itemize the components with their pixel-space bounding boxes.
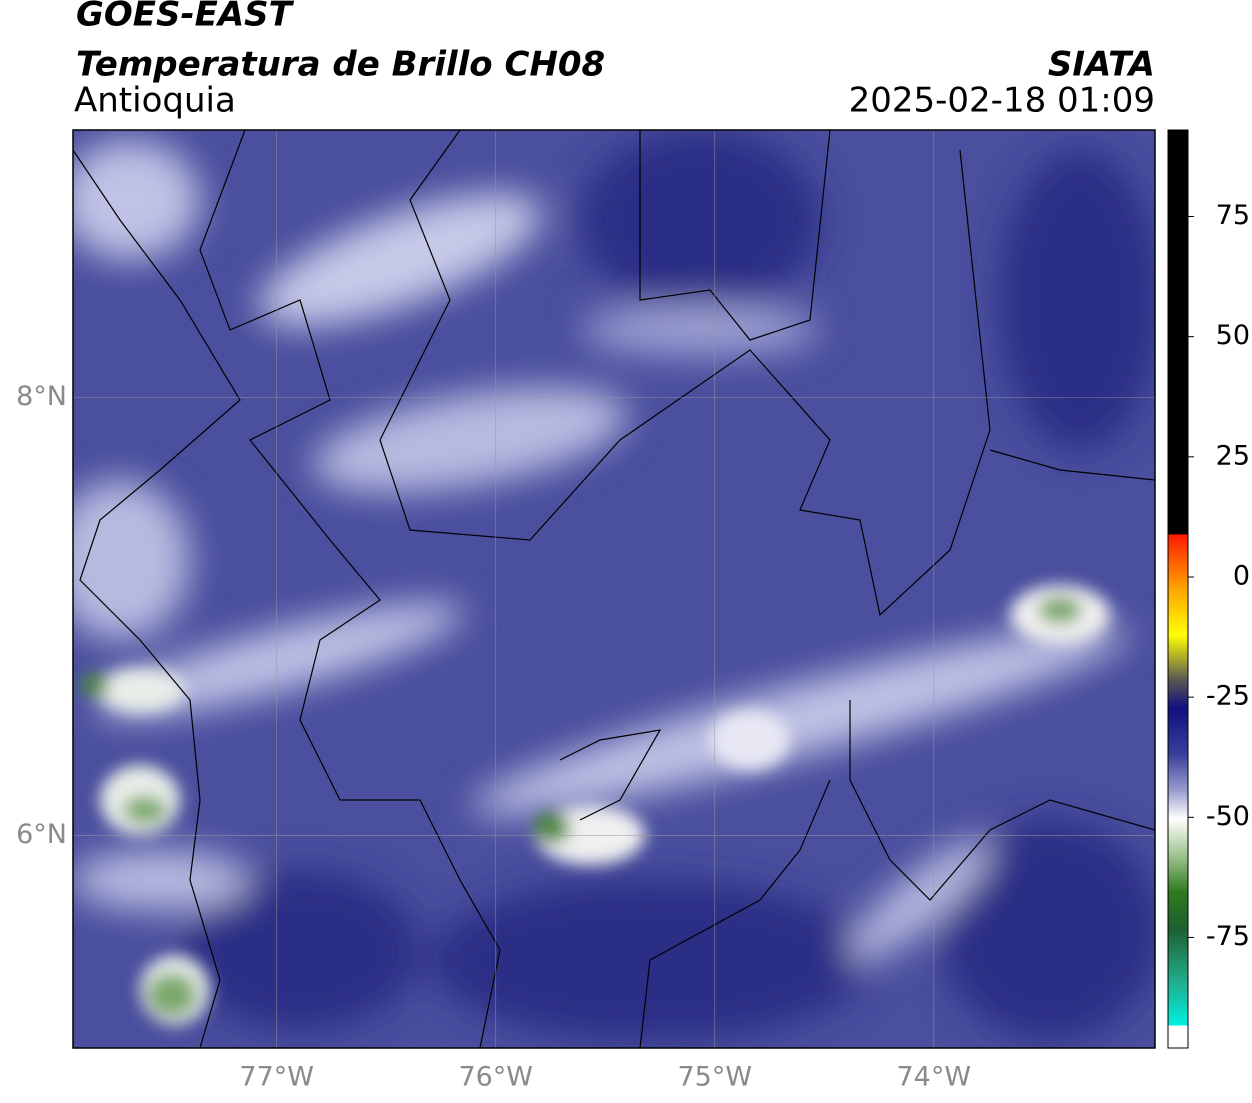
- colorbar-tick-label: -75: [1206, 921, 1250, 952]
- borders: [73, 130, 1155, 1048]
- colorbar-tick-label: 50: [1216, 320, 1250, 351]
- x-tick-label: 76°W: [458, 1062, 533, 1093]
- bright-cores: [81, 585, 1110, 1025]
- colorbar-tick-label: -25: [1206, 681, 1250, 712]
- colorbar-tick-label: 75: [1216, 200, 1250, 231]
- colorbar-tick-label: 0: [1233, 560, 1250, 591]
- region: Antioquia: [74, 81, 236, 121]
- cold-regions: [73, 130, 1155, 1040]
- x-tick-label: 77°W: [239, 1062, 314, 1093]
- colorbar-tick-label: 25: [1216, 440, 1250, 471]
- subtitle: Temperatura de Brillo CH08: [76, 45, 605, 85]
- satellite-image: [73, 130, 1155, 1048]
- x-tick-label: 74°W: [897, 1062, 972, 1093]
- x-tick-label: 75°W: [677, 1062, 752, 1093]
- source: SIATA: [1048, 45, 1155, 85]
- colorbar: [1167, 129, 1189, 1049]
- y-tick-label: 8°N: [16, 381, 67, 412]
- colorbar-tick-label: -50: [1206, 801, 1250, 832]
- title: GOES-EAST: [76, 0, 295, 35]
- graticule: [73, 130, 1155, 1048]
- datetime: 2025-02-18 01:09: [849, 81, 1155, 121]
- map-frame: [72, 129, 1156, 1049]
- y-tick-label: 6°N: [16, 819, 67, 850]
